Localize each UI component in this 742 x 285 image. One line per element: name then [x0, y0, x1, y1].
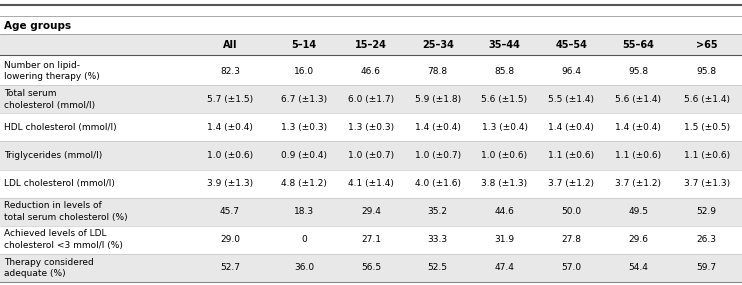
Text: 1.3 (±0.3): 1.3 (±0.3) — [281, 123, 327, 132]
Text: 54.4: 54.4 — [628, 263, 648, 272]
Bar — [0, 34, 742, 55]
Text: 5.6 (±1.4): 5.6 (±1.4) — [615, 95, 661, 104]
Text: 18.3: 18.3 — [294, 207, 315, 216]
Text: 59.7: 59.7 — [697, 263, 717, 272]
Bar — [0, 254, 742, 282]
Text: 1.4 (±0.4): 1.4 (±0.4) — [207, 123, 253, 132]
Text: 50.0: 50.0 — [561, 207, 582, 216]
Text: 25–34: 25–34 — [422, 40, 453, 50]
Text: 52.9: 52.9 — [697, 207, 717, 216]
Text: 1.1 (±0.6): 1.1 (±0.6) — [548, 151, 594, 160]
Text: 1.5 (±0.5): 1.5 (±0.5) — [683, 123, 730, 132]
Text: 85.8: 85.8 — [494, 67, 515, 76]
Text: 4.8 (±1.2): 4.8 (±1.2) — [281, 179, 327, 188]
Text: 27.1: 27.1 — [361, 235, 381, 244]
Text: 1.0 (±0.6): 1.0 (±0.6) — [482, 151, 528, 160]
Text: Triglycerides (mmol/l): Triglycerides (mmol/l) — [4, 151, 102, 160]
Bar — [0, 141, 742, 170]
Text: 29.6: 29.6 — [628, 235, 648, 244]
Text: 3.7 (±1.2): 3.7 (±1.2) — [548, 179, 594, 188]
Text: 5.6 (±1.5): 5.6 (±1.5) — [482, 95, 528, 104]
Text: 1.1 (±0.6): 1.1 (±0.6) — [683, 151, 730, 160]
Text: >65: >65 — [696, 40, 718, 50]
Text: Reduction in levels of
total serum cholesterol (%): Reduction in levels of total serum chole… — [4, 201, 128, 222]
Text: 5.5 (±1.4): 5.5 (±1.4) — [548, 95, 594, 104]
Text: 47.4: 47.4 — [495, 263, 514, 272]
Text: 1.0 (±0.7): 1.0 (±0.7) — [348, 151, 394, 160]
Text: 1.3 (±0.4): 1.3 (±0.4) — [482, 123, 528, 132]
Text: 95.8: 95.8 — [628, 67, 649, 76]
Text: 1.4 (±0.4): 1.4 (±0.4) — [615, 123, 661, 132]
Text: 35–44: 35–44 — [489, 40, 520, 50]
Text: 3.7 (±1.3): 3.7 (±1.3) — [683, 179, 730, 188]
Text: 3.8 (±1.3): 3.8 (±1.3) — [482, 179, 528, 188]
Text: 1.0 (±0.7): 1.0 (±0.7) — [415, 151, 461, 160]
Text: 26.3: 26.3 — [697, 235, 717, 244]
Text: 1.1 (±0.6): 1.1 (±0.6) — [615, 151, 661, 160]
Text: 4.0 (±1.6): 4.0 (±1.6) — [415, 179, 461, 188]
Text: 4.1 (±1.4): 4.1 (±1.4) — [348, 179, 394, 188]
Text: 1.4 (±0.4): 1.4 (±0.4) — [415, 123, 461, 132]
Text: 52.7: 52.7 — [220, 263, 240, 272]
Text: 36.0: 36.0 — [294, 263, 315, 272]
Bar — [0, 85, 742, 113]
Text: 16.0: 16.0 — [294, 67, 315, 76]
Text: 5.9 (±1.8): 5.9 (±1.8) — [415, 95, 461, 104]
Text: 5–14: 5–14 — [292, 40, 317, 50]
Bar — [0, 113, 742, 141]
Text: 44.6: 44.6 — [495, 207, 514, 216]
Text: 6.0 (±1.7): 6.0 (±1.7) — [348, 95, 394, 104]
Text: Therapy considered
adequate (%): Therapy considered adequate (%) — [4, 258, 93, 278]
Text: 52.5: 52.5 — [428, 263, 447, 272]
Text: Age groups: Age groups — [4, 21, 70, 31]
Text: 29.0: 29.0 — [220, 235, 240, 244]
Text: 46.6: 46.6 — [361, 67, 381, 76]
Text: 6.7 (±1.3): 6.7 (±1.3) — [281, 95, 327, 104]
Text: 31.9: 31.9 — [494, 235, 515, 244]
Text: Achieved levels of LDL
cholesterol <3 mmol/l (%): Achieved levels of LDL cholesterol <3 mm… — [4, 229, 122, 250]
Bar — [0, 198, 742, 226]
Text: 0.9 (±0.4): 0.9 (±0.4) — [281, 151, 327, 160]
Text: All: All — [223, 40, 237, 50]
Text: 95.8: 95.8 — [697, 67, 717, 76]
Text: 35.2: 35.2 — [428, 207, 447, 216]
Text: 0: 0 — [301, 235, 307, 244]
Text: 45–54: 45–54 — [556, 40, 587, 50]
Text: LDL cholesterol (mmol/l): LDL cholesterol (mmol/l) — [4, 179, 114, 188]
Text: 1.4 (±0.4): 1.4 (±0.4) — [548, 123, 594, 132]
Bar — [0, 57, 742, 85]
Text: 78.8: 78.8 — [427, 67, 448, 76]
Text: 1.3 (±0.3): 1.3 (±0.3) — [348, 123, 394, 132]
Text: 96.4: 96.4 — [562, 67, 581, 76]
Text: HDL cholesterol (mmol/l): HDL cholesterol (mmol/l) — [4, 123, 116, 132]
Text: 45.7: 45.7 — [220, 207, 240, 216]
Text: 33.3: 33.3 — [427, 235, 448, 244]
Text: 29.4: 29.4 — [361, 207, 381, 216]
Text: 5.6 (±1.4): 5.6 (±1.4) — [684, 95, 729, 104]
Text: Total serum
cholesterol (mmol/l): Total serum cholesterol (mmol/l) — [4, 89, 95, 110]
Text: 1.0 (±0.6): 1.0 (±0.6) — [207, 151, 253, 160]
Text: 15–24: 15–24 — [355, 40, 387, 50]
Text: 57.0: 57.0 — [561, 263, 582, 272]
Bar — [0, 226, 742, 254]
Text: 5.7 (±1.5): 5.7 (±1.5) — [207, 95, 253, 104]
Text: Number on lipid-
lowering therapy (%): Number on lipid- lowering therapy (%) — [4, 61, 99, 82]
Text: 82.3: 82.3 — [220, 67, 240, 76]
Text: 3.9 (±1.3): 3.9 (±1.3) — [207, 179, 253, 188]
Text: 3.7 (±1.2): 3.7 (±1.2) — [615, 179, 661, 188]
Text: 49.5: 49.5 — [628, 207, 648, 216]
Text: 55–64: 55–64 — [623, 40, 654, 50]
Text: 27.8: 27.8 — [562, 235, 581, 244]
Text: 56.5: 56.5 — [361, 263, 381, 272]
Bar — [0, 170, 742, 198]
